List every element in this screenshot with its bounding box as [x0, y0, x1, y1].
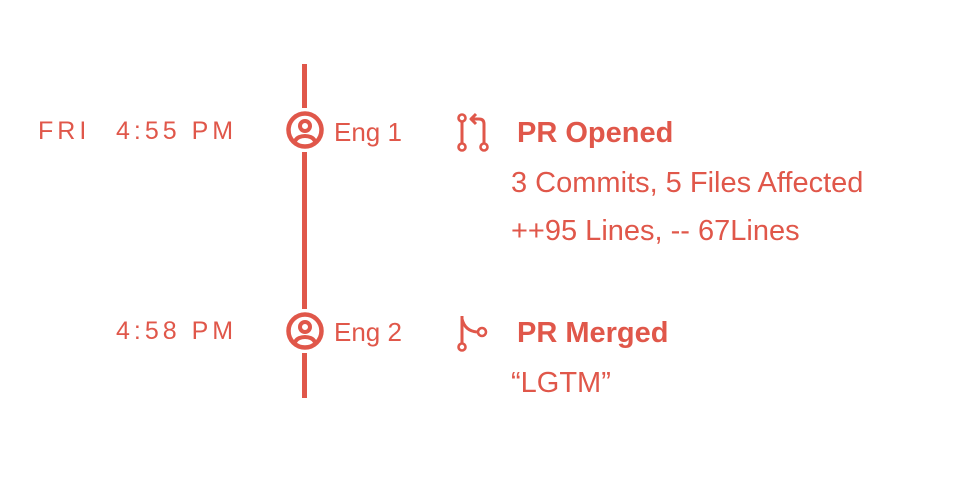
event-1-time: 4:55 PM: [116, 117, 238, 145]
merge-icon: [453, 311, 493, 355]
event-1-title: PR Opened: [517, 117, 674, 149]
user-icon: [283, 108, 327, 152]
event-1-engineer: Eng 1: [334, 117, 402, 147]
event-1-detail-2: ++95 Lines, -- 67Lines: [511, 215, 800, 247]
event-1-day: FRI: [38, 117, 91, 145]
timeline-line: [302, 64, 307, 398]
event-2-title: PR Merged: [517, 317, 669, 349]
pull-request-icon: [453, 111, 493, 155]
event-2-detail-1: “LGTM”: [511, 367, 611, 399]
event-2-engineer: Eng 2: [334, 317, 402, 347]
event-2-time: 4:58 PM: [116, 317, 238, 345]
user-icon: [283, 309, 327, 353]
event-1-detail-1: 3 Commits, 5 Files Affected: [511, 167, 864, 199]
